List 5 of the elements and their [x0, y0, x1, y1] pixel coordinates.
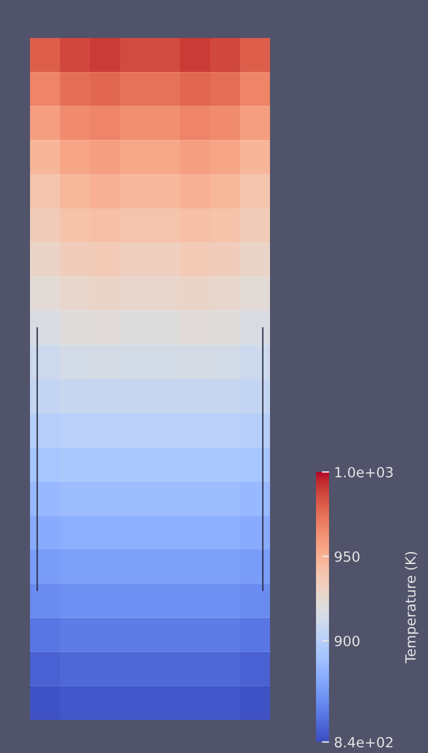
color-bar-label: 8.4e+02 [334, 736, 392, 748]
color-bar-label: 900 [334, 636, 360, 646]
color-bar-label: 1.0e+03 [335, 466, 393, 478]
color-bar-title: Temperature (K) [404, 552, 418, 664]
color-bar-label: 950 [334, 551, 360, 562]
